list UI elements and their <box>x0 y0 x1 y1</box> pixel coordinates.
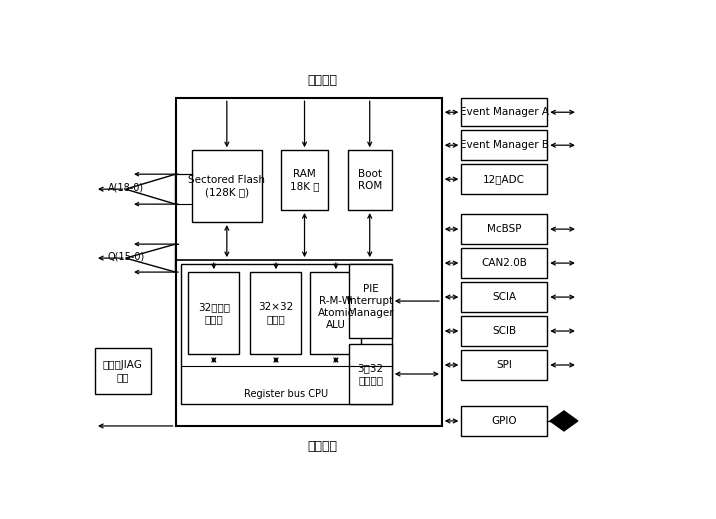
Text: CAN2.0B: CAN2.0B <box>481 258 527 268</box>
Text: R-M-W
Atomic
ALU: R-M-W Atomic ALU <box>318 296 354 330</box>
Text: 12位ADC: 12位ADC <box>483 174 526 184</box>
Text: Event Manager B: Event Manager B <box>460 140 548 150</box>
Polygon shape <box>550 411 578 431</box>
FancyBboxPatch shape <box>461 214 547 244</box>
FancyBboxPatch shape <box>281 150 328 210</box>
Text: SCIB: SCIB <box>492 326 516 336</box>
FancyBboxPatch shape <box>181 264 392 404</box>
Text: SCIA: SCIA <box>492 292 516 302</box>
Text: A(18-0): A(18-0) <box>108 182 144 192</box>
Text: 实时的JIAG
接口: 实时的JIAG 接口 <box>103 360 142 382</box>
FancyBboxPatch shape <box>461 406 547 436</box>
Text: GPIO: GPIO <box>491 416 517 426</box>
Text: McBSP: McBSP <box>487 224 521 234</box>
FancyBboxPatch shape <box>188 272 239 354</box>
Text: 数据总线: 数据总线 <box>308 440 337 453</box>
Text: SPI: SPI <box>496 360 512 370</box>
FancyBboxPatch shape <box>349 264 392 338</box>
FancyBboxPatch shape <box>349 344 392 404</box>
Text: 程序总线: 程序总线 <box>308 74 337 87</box>
Text: Event Manager A: Event Manager A <box>460 107 548 117</box>
Text: Boot
ROM: Boot ROM <box>357 169 382 191</box>
FancyBboxPatch shape <box>95 348 150 394</box>
FancyBboxPatch shape <box>310 272 362 354</box>
FancyBboxPatch shape <box>192 150 261 222</box>
FancyBboxPatch shape <box>175 98 442 426</box>
Text: Register bus CPU: Register bus CPU <box>244 389 329 399</box>
FancyBboxPatch shape <box>461 282 547 312</box>
FancyBboxPatch shape <box>461 98 547 126</box>
Text: RAM
18K 字: RAM 18K 字 <box>290 169 319 191</box>
FancyBboxPatch shape <box>251 272 301 354</box>
FancyBboxPatch shape <box>461 248 547 278</box>
FancyBboxPatch shape <box>461 316 547 346</box>
Text: Sectored Flash
(128K 字): Sectored Flash (128K 字) <box>188 175 266 197</box>
Text: Q(15-0): Q(15-0) <box>108 251 145 261</box>
FancyBboxPatch shape <box>347 150 392 210</box>
Text: 32位辅助
存储器: 32位辅助 存储器 <box>198 302 230 324</box>
Text: 32×32
乘法器: 32×32 乘法器 <box>258 302 294 324</box>
Text: 3个32
位定时器: 3个32 位定时器 <box>357 363 384 385</box>
FancyBboxPatch shape <box>461 350 547 380</box>
Text: PIE
Interrupt
Manager: PIE Interrupt Manager <box>347 284 394 318</box>
FancyBboxPatch shape <box>461 164 547 194</box>
FancyBboxPatch shape <box>461 130 547 160</box>
